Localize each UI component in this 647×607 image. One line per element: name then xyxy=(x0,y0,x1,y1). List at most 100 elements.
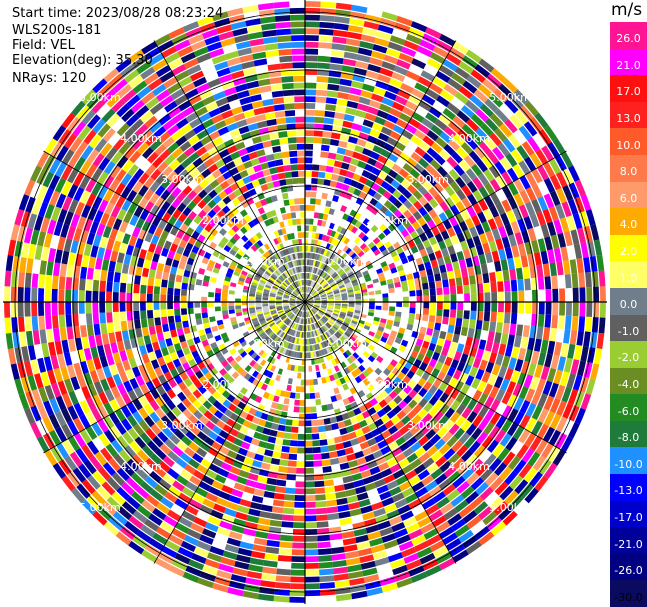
range-gate xyxy=(202,400,213,410)
range-gate xyxy=(193,409,203,420)
range-gate xyxy=(314,297,320,300)
range-gate xyxy=(383,539,399,550)
range-gate xyxy=(176,474,189,486)
range-gate xyxy=(211,153,222,163)
range-gate xyxy=(311,316,316,323)
range-gate xyxy=(128,515,144,529)
range-gate xyxy=(148,325,156,335)
range-gate xyxy=(119,371,129,383)
range-gate xyxy=(253,537,268,546)
range-gate xyxy=(391,492,405,503)
range-gate xyxy=(355,182,365,191)
range-gate xyxy=(85,397,97,411)
range-gate xyxy=(167,280,175,289)
range-gate xyxy=(305,366,309,372)
range-gate xyxy=(274,270,281,276)
range-gate xyxy=(327,308,334,311)
range-gate xyxy=(289,304,296,307)
range-gate xyxy=(342,351,349,359)
range-gate xyxy=(177,202,187,213)
range-gate xyxy=(236,315,244,321)
range-gate xyxy=(313,467,323,474)
range-gate xyxy=(514,232,524,245)
range-gate xyxy=(516,324,524,337)
range-gate xyxy=(421,474,434,486)
range-gate xyxy=(598,317,606,334)
range-gate xyxy=(535,439,548,455)
range-gate xyxy=(311,308,316,314)
range-gate xyxy=(161,316,168,325)
range-gate xyxy=(305,311,307,318)
range-gate xyxy=(126,458,140,472)
range-gate xyxy=(97,83,113,99)
range-gate xyxy=(134,275,141,285)
range-gate xyxy=(415,106,429,118)
range-gate xyxy=(388,334,396,342)
range-gate xyxy=(95,334,103,347)
range-gate xyxy=(355,485,367,495)
range-gate xyxy=(186,528,202,540)
range-gate xyxy=(467,327,475,338)
range-gate xyxy=(417,516,432,528)
range-gate xyxy=(343,177,352,186)
range-gate xyxy=(330,261,337,268)
range-gate xyxy=(272,380,279,388)
range-gate xyxy=(469,246,478,258)
range-gate xyxy=(326,290,333,294)
range-gate xyxy=(286,363,292,371)
range-gate xyxy=(295,331,299,338)
range-gate xyxy=(378,351,387,360)
range-gate xyxy=(175,274,183,283)
range-gate xyxy=(344,319,351,325)
range-gate xyxy=(344,389,353,397)
range-gate xyxy=(254,453,264,462)
range-gate xyxy=(308,324,312,331)
range-gate xyxy=(353,312,361,317)
range-gate xyxy=(335,379,342,387)
range-gate xyxy=(283,295,290,298)
range-gate xyxy=(220,556,236,567)
range-gate xyxy=(290,268,295,275)
range-gate xyxy=(372,237,381,245)
range-gate xyxy=(141,549,158,563)
range-gate xyxy=(293,308,299,313)
range-gate xyxy=(465,454,479,467)
range-gate xyxy=(362,305,368,309)
range-gate xyxy=(593,239,603,256)
range-gate xyxy=(192,157,204,168)
range-gate xyxy=(141,240,150,251)
range-gate xyxy=(287,342,292,350)
range-gate xyxy=(175,135,188,147)
range-gate xyxy=(347,271,354,277)
range-gate xyxy=(380,261,388,268)
range-gate xyxy=(400,415,411,425)
range-gate xyxy=(197,385,207,395)
range-gate xyxy=(43,400,54,417)
range-gate xyxy=(173,219,183,230)
range-gate xyxy=(312,292,318,297)
range-gate xyxy=(401,129,414,140)
range-gate xyxy=(97,345,106,358)
range-gate xyxy=(490,398,501,412)
range-gate xyxy=(354,290,361,295)
range-gate xyxy=(255,232,263,240)
range-gate xyxy=(248,151,258,160)
range-gate xyxy=(262,297,269,301)
range-gate xyxy=(381,314,388,320)
range-gate xyxy=(425,164,437,175)
range-gate xyxy=(339,168,348,177)
range-gate xyxy=(408,498,422,510)
range-gate xyxy=(179,452,192,463)
range-gate xyxy=(284,391,291,398)
range-gate xyxy=(361,234,369,243)
range-gate xyxy=(166,193,176,205)
range-gate xyxy=(160,403,171,415)
range-gate xyxy=(218,490,231,501)
range-gate xyxy=(378,399,388,408)
range-gate xyxy=(500,333,509,345)
range-gate xyxy=(333,290,340,295)
range-gate xyxy=(245,346,253,354)
range-gate xyxy=(289,298,296,301)
range-gate xyxy=(307,302,314,305)
range-gate xyxy=(276,295,283,299)
